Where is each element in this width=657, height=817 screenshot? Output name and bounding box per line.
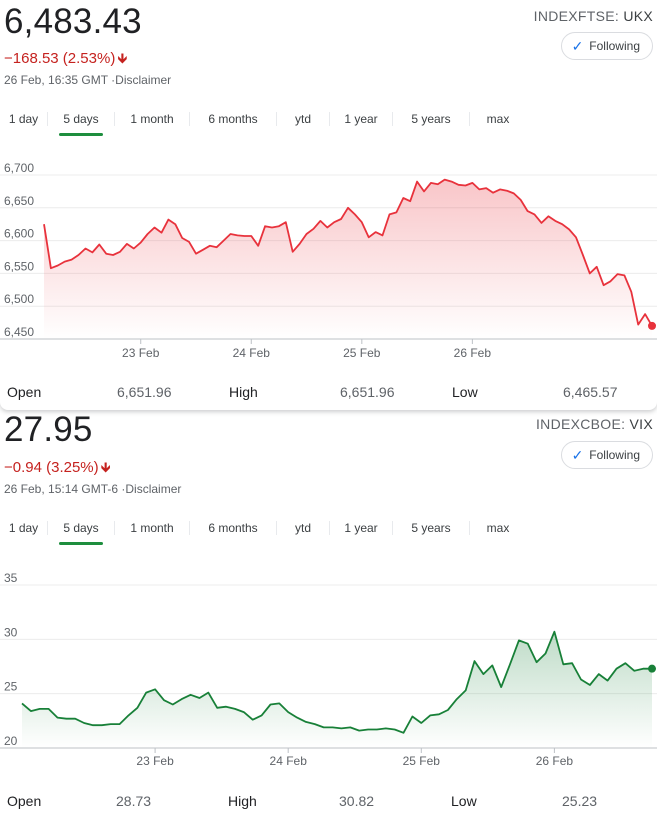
price-area — [22, 631, 652, 748]
price-change-text: −0.94 (3.25%) — [4, 459, 99, 476]
exchange-label: INDEXCBOE: — [535, 416, 626, 432]
tab-5-years[interactable]: 5 years — [411, 521, 451, 535]
tab-1-year[interactable]: 1 year — [344, 112, 378, 126]
low-value: 25.23 — [562, 793, 598, 809]
following-label: Following — [589, 448, 640, 462]
last-price-dot — [648, 664, 656, 673]
symbol-label: VIX — [629, 416, 653, 432]
tab-6-months[interactable]: 6 months — [208, 112, 258, 126]
arrow-down-icon: 🡻 — [100, 459, 111, 475]
x-tick-label: 26 Feb — [454, 346, 492, 358]
y-tick-label: 6,450 — [4, 325, 34, 339]
stats-row: Open 28.73 High 30.82 Low 25.23 — [0, 793, 657, 817]
y-tick-label: 6,650 — [4, 194, 34, 208]
price-change: −0.94 (3.25%) 🡻 — [4, 457, 111, 481]
last-price-dot — [648, 321, 656, 330]
index-price: 6,483.43 — [4, 2, 142, 41]
open-value: 6,651.96 — [117, 384, 172, 400]
low-label: Low — [452, 384, 478, 400]
high-value: 30.82 — [339, 793, 375, 809]
tab-max[interactable]: max — [486, 521, 510, 535]
tab-divider — [392, 521, 393, 535]
tab-divider — [329, 112, 330, 126]
ukx-price-chart[interactable]: 6,700 6,650 6,600 6,550 6,500 6,450 23 Feb 24 F… — [0, 158, 657, 358]
vix-quote-card: 27.95 −0.94 (3.25%) 🡻 26 Feb, 15:14 GMT-6… — [0, 410, 657, 817]
tab-5-years[interactable]: 5 years — [411, 112, 451, 126]
x-tick-label: 26 Feb — [536, 754, 574, 768]
tab-1-day[interactable]: 1 day — [8, 112, 39, 126]
y-tick-label: 35 — [4, 571, 18, 585]
price-area — [44, 179, 652, 339]
tab-1-day[interactable]: 1 day — [8, 521, 39, 535]
tab-divider — [114, 521, 115, 535]
price-change: −168.53 (2.53%) 🡻 — [4, 48, 127, 72]
stats-row: Open 6,651.96 High 6,651.96 Low 6,465.57 — [0, 384, 657, 408]
x-tick-label: 25 Feb — [403, 754, 441, 768]
y-tick-label: 6,700 — [4, 161, 34, 175]
check-icon: ✓ — [571, 447, 584, 463]
tab-divider — [276, 112, 277, 126]
tab-divider — [189, 521, 190, 535]
following-button[interactable]: ✓ Following — [560, 32, 653, 60]
x-tick-label: 23 Feb — [122, 346, 160, 358]
tab-5-days[interactable]: 5 days — [48, 104, 114, 134]
tab-divider — [189, 112, 190, 126]
tab-divider — [114, 112, 115, 126]
open-label: Open — [7, 384, 42, 400]
y-tick-label: 6,600 — [4, 227, 34, 241]
x-tick-label: 24 Feb — [233, 346, 271, 358]
high-value: 6,651.96 — [340, 384, 395, 400]
ukx-quote-card: 6,483.43 −168.53 (2.53%) 🡻 26 Feb, 16:35 … — [0, 0, 657, 410]
range-tabs: 1 day 5 days 1 month 6 months ytd 1 year 5 yea… — [0, 513, 526, 543]
tab-1-year[interactable]: 1 year — [344, 521, 378, 535]
y-tick-label: 30 — [4, 625, 18, 639]
y-tick-label: 6,550 — [4, 259, 34, 273]
x-tick-label: 23 Feb — [136, 754, 174, 768]
following-label: Following — [589, 39, 640, 53]
exchange-label: INDEXFTSE: — [533, 8, 620, 24]
tab-max[interactable]: max — [486, 112, 510, 126]
x-tick-label: 25 Feb — [343, 346, 381, 358]
high-label: High — [229, 384, 258, 400]
tab-divider — [276, 521, 277, 535]
tab-ytd[interactable]: ytd — [294, 521, 311, 535]
tab-1-month[interactable]: 1 month — [130, 521, 174, 535]
x-tick-label: 24 Feb — [270, 754, 308, 768]
tab-divider — [469, 112, 470, 126]
timestamp-disclaimer[interactable]: 26 Feb, 16:35 GMT ·Disclaimer — [4, 73, 172, 87]
open-value: 28.73 — [116, 793, 152, 809]
tab-ytd[interactable]: ytd — [294, 112, 311, 126]
following-button[interactable]: ✓ Following — [560, 441, 653, 469]
high-label: High — [228, 793, 257, 809]
tab-divider — [469, 521, 470, 535]
tab-5-days[interactable]: 5 days — [48, 513, 114, 543]
tab-divider — [392, 112, 393, 126]
tab-1-month[interactable]: 1 month — [130, 112, 174, 126]
tab-divider — [329, 521, 330, 535]
ticker-symbol[interactable]: INDEXFTSE: UKX — [534, 8, 653, 24]
arrow-down-icon: 🡻 — [117, 50, 128, 66]
tab-6-months[interactable]: 6 months — [208, 521, 258, 535]
low-label: Low — [451, 793, 477, 809]
open-label: Open — [7, 793, 42, 809]
index-price: 27.95 — [4, 410, 93, 449]
check-icon: ✓ — [571, 38, 584, 54]
range-tabs: 1 day 5 days 1 month 6 months ytd 1 year 5 yea… — [0, 104, 526, 134]
vix-price-chart[interactable]: 35 30 25 20 23 Feb 24 Feb 25 Feb 26 Feb — [0, 570, 657, 770]
timestamp-disclaimer[interactable]: 26 Feb, 15:14 GMT-6 ·Disclaimer — [4, 482, 182, 496]
price-line — [21, 630, 652, 734]
price-line — [43, 178, 653, 327]
y-tick-label: 6,500 — [4, 292, 34, 306]
symbol-label: UKX — [623, 8, 653, 24]
price-change-text: −168.53 (2.53%) — [4, 50, 116, 67]
ticker-symbol[interactable]: INDEXCBOE: VIX — [536, 416, 653, 432]
y-tick-label: 25 — [4, 680, 18, 694]
y-tick-label: 20 — [4, 734, 18, 748]
low-value: 6,465.57 — [563, 384, 618, 400]
